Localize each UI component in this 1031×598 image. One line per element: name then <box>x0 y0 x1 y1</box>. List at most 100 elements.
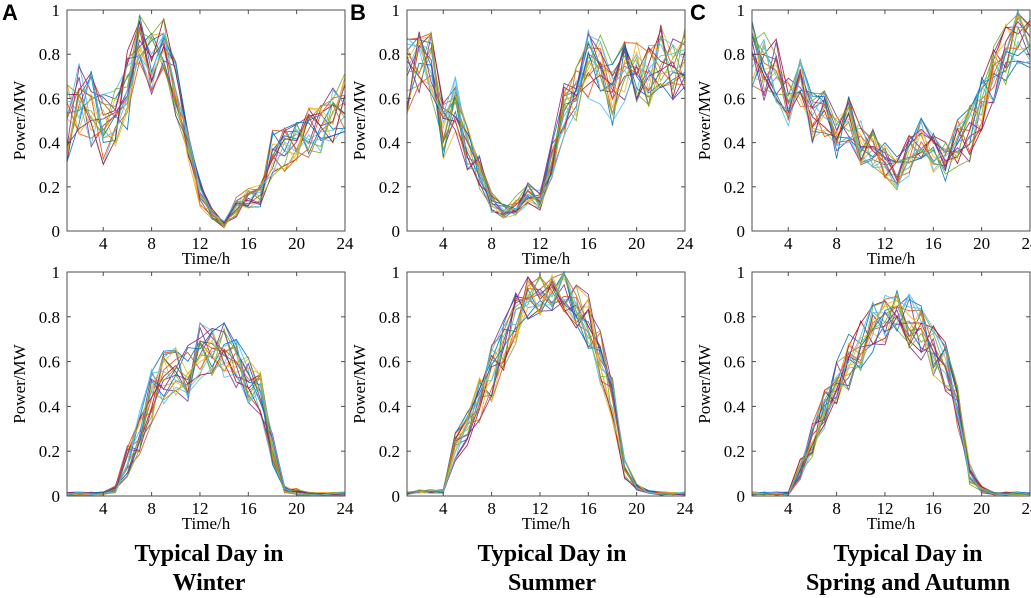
y-axis-label: Power/MW <box>695 343 714 423</box>
x-tick-label: 12 <box>531 234 548 253</box>
y-tick-label: 0 <box>52 487 61 506</box>
series-line <box>751 293 1031 496</box>
series-line <box>66 339 346 496</box>
series-line <box>66 354 346 496</box>
x-tick-label: 20 <box>628 499 645 518</box>
x-tick-label: 16 <box>240 499 257 518</box>
x-tick-label: 16 <box>580 499 597 518</box>
x-tick-label: 8 <box>147 499 156 518</box>
y-tick-label: 0.4 <box>379 134 401 153</box>
y-tick-label: 0.8 <box>724 45 745 64</box>
series-line <box>66 340 346 496</box>
caption-winter-line2: Winter <box>173 570 246 596</box>
series-line <box>406 275 686 496</box>
x-axis-label: Time/h <box>867 514 916 533</box>
series-line <box>66 340 346 496</box>
y-tick-label: 0.6 <box>39 89 60 108</box>
x-tick-label: 8 <box>487 499 496 518</box>
series-line <box>751 14 1031 189</box>
x-tick-label: 12 <box>876 499 893 518</box>
x-tick-label: 8 <box>832 234 841 253</box>
series-line <box>66 47 346 229</box>
series-line <box>751 24 1031 165</box>
y-tick-label: 0 <box>737 487 746 506</box>
y-tick-label: 0.4 <box>379 397 401 416</box>
series-line <box>406 27 686 212</box>
y-tick-label: 0.6 <box>379 89 400 108</box>
series-line <box>66 348 346 496</box>
x-tick-label: 24 <box>337 499 355 518</box>
x-tick-label: 8 <box>832 499 841 518</box>
series-line <box>406 34 686 213</box>
y-axis-label: Power/MW <box>10 343 29 423</box>
y-tick-label: 1 <box>737 1 746 20</box>
y-axis-label: Power/MW <box>350 80 369 160</box>
y-tick-label: 1 <box>392 1 401 20</box>
caption-spring-autumn-line2: Spring and Autumn <box>806 570 1010 596</box>
plot-frame <box>406 271 686 497</box>
y-tick-label: 0.6 <box>379 353 400 372</box>
series-line <box>406 29 686 211</box>
y-tick-label: 0.4 <box>39 134 61 153</box>
series-line <box>406 279 686 495</box>
y-tick-label: 0.2 <box>379 442 400 461</box>
caption-summer-line2: Summer <box>508 570 596 596</box>
x-axis-label: Time/h <box>182 514 231 533</box>
x-tick-label: 4 <box>784 234 793 253</box>
x-tick-label: 16 <box>925 499 942 518</box>
x-tick-label: 12 <box>191 499 208 518</box>
x-tick-label: 8 <box>487 234 496 253</box>
x-tick-label: 24 <box>677 499 695 518</box>
series-line <box>751 305 1031 495</box>
series-line <box>751 309 1031 496</box>
y-tick-label: 0.8 <box>379 308 400 327</box>
series-line <box>406 275 686 496</box>
series-line <box>406 276 686 496</box>
caption-summer-line1: Typical Day in <box>478 541 627 567</box>
y-tick-label: 0.2 <box>39 178 60 197</box>
series-line <box>406 31 686 213</box>
series-line <box>751 21 1031 167</box>
x-tick-label: 20 <box>628 234 645 253</box>
x-tick-label: 16 <box>240 234 257 253</box>
x-tick-label: 12 <box>876 234 893 253</box>
y-axis-label: Power/MW <box>695 80 714 160</box>
y-tick-label: 0.2 <box>39 442 60 461</box>
series-line <box>751 295 1031 496</box>
series-line <box>66 32 346 222</box>
panel-label-a: A <box>2 0 18 25</box>
series-line <box>66 347 346 496</box>
chart-c-top: 4 8 12 16 20 24 0 0.2 0.4 0.6 0.8 1 Time/h Power/MW <box>695 1 1031 268</box>
x-axis-label: Time/h <box>182 249 231 268</box>
x-tick-label: 20 <box>973 499 990 518</box>
chart-a-top: 4 8 12 16 20 24 0 0.2 0.4 0.6 0.8 1 Time/h Power/MW <box>10 1 354 268</box>
series-line <box>751 311 1031 495</box>
series-line <box>751 294 1031 496</box>
series-line <box>406 273 686 495</box>
y-tick-label: 0.4 <box>724 397 746 416</box>
series-line <box>406 270 686 496</box>
x-tick-label: 4 <box>439 234 448 253</box>
chart-a-bottom: 4 8 12 16 20 24 0 0.2 0.4 0.6 0.8 1 Time/h Power/MW <box>10 263 354 533</box>
y-tick-label: 1 <box>52 1 61 20</box>
y-tick-label: 1 <box>737 263 746 282</box>
y-tick-label: 1 <box>52 263 61 282</box>
series-line <box>751 313 1031 496</box>
chart-b-top: 4 8 12 16 20 24 0 0.2 0.4 0.6 0.8 1 Time/h Power/MW <box>350 1 694 268</box>
series-line <box>406 272 686 495</box>
y-tick-label: 0 <box>392 222 401 241</box>
y-tick-label: 0.8 <box>379 45 400 64</box>
chart-c-bottom: 4 8 12 16 20 24 0 0.2 0.4 0.6 0.8 1 Time/h Power/MW <box>695 263 1031 533</box>
x-tick-label: 20 <box>288 234 305 253</box>
y-tick-label: 0.2 <box>724 442 745 461</box>
series-line <box>751 294 1031 496</box>
x-tick-label: 24 <box>1022 499 1031 518</box>
y-tick-label: 0.8 <box>724 308 745 327</box>
plot-frame <box>66 271 346 497</box>
series-line <box>406 273 686 496</box>
y-axis-label: Power/MW <box>10 80 29 160</box>
series-line <box>406 293 686 495</box>
x-axis-label: Time/h <box>867 249 916 268</box>
chart-grid: 4 8 12 16 20 24 0 0.2 0.4 0.6 0.8 1 Time/h Power/MW 4 8… <box>10 1 1031 533</box>
x-axis-label: Time/h <box>522 249 571 268</box>
